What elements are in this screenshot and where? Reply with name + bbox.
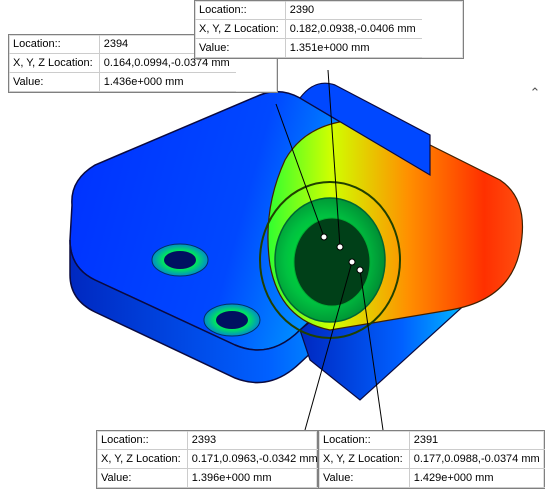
label-xyz: X, Y, Z Location: (9, 54, 99, 73)
result-viewport[interactable]: Location::2394 X, Y, Z Location:0.164,0.… (0, 0, 545, 502)
value-result: 1.351e+000 mm (285, 39, 421, 58)
value-xyz: 0.171,0.0963,-0.0342 mm (187, 450, 323, 469)
label-location: Location:: (97, 431, 187, 450)
label-xyz: X, Y, Z Location: (97, 450, 187, 469)
collapse-chevron-icon[interactable]: ⌃ (528, 86, 542, 100)
value-xyz: 0.182,0.0938,-0.0406 mm (285, 20, 421, 39)
value-location: 2393 (187, 431, 323, 450)
label-value: Value: (97, 469, 187, 488)
probe-callout-2390[interactable]: Location::2390 X, Y, Z Location:0.182,0.… (194, 0, 464, 59)
label-xyz: X, Y, Z Location: (319, 450, 409, 469)
probe-callout-2393[interactable]: Location::2393 X, Y, Z Location:0.171,0.… (96, 430, 318, 489)
label-value: Value: (319, 469, 409, 488)
value-xyz: 0.177,0.0988,-0.0374 mm (409, 450, 545, 469)
label-value: Value: (9, 73, 99, 92)
label-value: Value: (195, 39, 285, 58)
probe-callout-2391[interactable]: Location::2391 X, Y, Z Location:0.177,0.… (318, 430, 545, 489)
label-location: Location:: (9, 35, 99, 54)
value-location: 2391 (409, 431, 545, 450)
value-result: 1.429e+000 mm (409, 469, 545, 488)
label-location: Location:: (319, 431, 409, 450)
label-xyz: X, Y, Z Location: (195, 20, 285, 39)
value-result: 1.436e+000 mm (99, 73, 235, 92)
value-result: 1.396e+000 mm (187, 469, 323, 488)
value-location: 2390 (285, 1, 421, 20)
label-location: Location:: (195, 1, 285, 20)
